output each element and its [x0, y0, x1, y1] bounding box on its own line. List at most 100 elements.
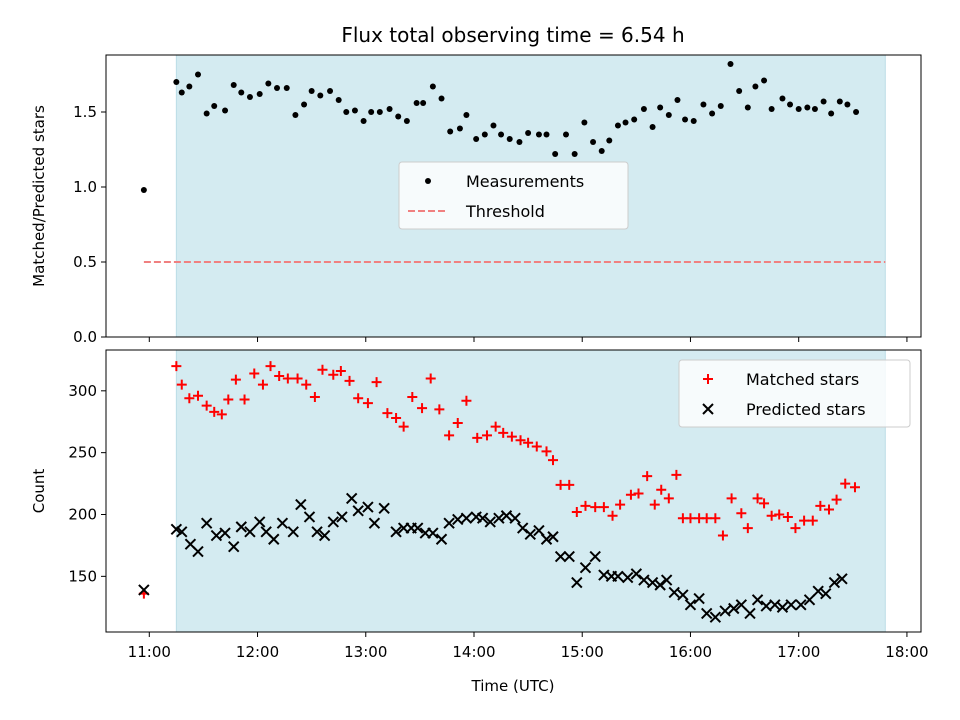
- x-axis-label: Time (UTC): [471, 677, 555, 695]
- data-point: [427, 527, 439, 539]
- data-point: [407, 392, 418, 402]
- data-point: [506, 431, 517, 442]
- data-point: [201, 400, 212, 411]
- data-point: [849, 482, 860, 493]
- x-tick-label: 17:00: [777, 643, 820, 661]
- data-point: [235, 521, 247, 533]
- data-point: [622, 119, 629, 126]
- data-point: [203, 110, 210, 117]
- data-point: [607, 510, 618, 521]
- data-point: [735, 599, 748, 611]
- legend-label: Matched stars: [746, 370, 859, 389]
- legend-marker-predicted: [702, 403, 714, 415]
- data-point: [301, 379, 312, 390]
- data-point: [176, 526, 188, 538]
- data-point: [413, 100, 420, 106]
- x-tick-label: 14:00: [452, 643, 495, 661]
- data-point: [853, 109, 860, 115]
- data-point: [516, 139, 523, 145]
- data-point: [612, 570, 624, 583]
- data-point: [554, 550, 567, 563]
- data-point: [840, 478, 851, 489]
- data-point: [472, 432, 483, 443]
- data-point: [368, 517, 381, 529]
- x-tick-label: 15:00: [561, 643, 604, 661]
- data-point: [452, 417, 463, 428]
- data-point: [484, 516, 496, 528]
- data-point: [590, 502, 601, 513]
- data-point: [649, 499, 660, 510]
- series-predicted-stars: [138, 492, 848, 623]
- data-point: [804, 104, 811, 111]
- data-point: [581, 119, 588, 126]
- data-point: [654, 579, 666, 591]
- data-point: [256, 91, 263, 97]
- data-point: [776, 601, 789, 613]
- data-point: [759, 498, 770, 509]
- data-point: [282, 373, 293, 384]
- data-point: [744, 104, 751, 111]
- data-point: [728, 602, 740, 615]
- data-point: [726, 493, 737, 504]
- data-point: [210, 529, 223, 542]
- data-point: [523, 437, 534, 448]
- data-point: [246, 94, 253, 100]
- data-point: [244, 526, 256, 538]
- data-point: [368, 109, 375, 115]
- data-point: [460, 512, 473, 524]
- data-point: [391, 413, 402, 424]
- data-point: [631, 116, 638, 123]
- y-tick-label: 1.5: [73, 103, 97, 121]
- data-point: [657, 104, 664, 111]
- data-point: [831, 494, 842, 505]
- data-point: [287, 526, 299, 538]
- data-point: [709, 611, 722, 623]
- data-point: [434, 404, 445, 415]
- axes-frame: [105, 54, 922, 338]
- x-tick-label: 13:00: [344, 643, 387, 661]
- data-point: [463, 112, 470, 118]
- x-tick-label: 11:00: [128, 643, 171, 661]
- data-point: [456, 125, 463, 132]
- data-point: [395, 113, 402, 120]
- data-point: [173, 79, 180, 85]
- legend-box: [398, 161, 629, 230]
- data-point: [660, 574, 673, 586]
- data-point: [580, 500, 591, 511]
- data-point: [515, 435, 526, 446]
- data-point: [382, 408, 393, 419]
- data-point: [649, 124, 656, 130]
- data-point: [768, 106, 775, 112]
- data-point: [571, 507, 582, 518]
- data-point: [223, 394, 234, 405]
- data-point: [769, 599, 781, 611]
- data-point: [799, 515, 810, 526]
- data-point: [200, 517, 213, 529]
- data-point: [476, 512, 489, 524]
- data-point: [598, 502, 609, 513]
- data-point: [665, 112, 672, 118]
- data-point: [186, 83, 193, 90]
- data-point: [766, 510, 777, 521]
- data-point: [362, 501, 374, 513]
- y-tick-label: 1.0: [73, 178, 97, 196]
- y-tick-label: 0.0: [73, 328, 97, 346]
- data-point: [774, 509, 785, 520]
- data-point: [435, 533, 448, 545]
- data-point: [500, 510, 513, 522]
- data-point: [308, 88, 315, 94]
- data-point: [606, 137, 613, 144]
- data-point: [230, 82, 237, 88]
- data-point: [684, 599, 697, 611]
- data-point: [295, 498, 307, 511]
- data-point: [219, 527, 231, 539]
- data-point: [752, 83, 759, 90]
- data-point: [376, 109, 383, 115]
- data-point: [563, 550, 575, 563]
- data-point: [194, 71, 201, 78]
- data-point: [642, 471, 653, 482]
- data-point: [317, 364, 328, 375]
- chart-title: Flux total observing time = 6.54 h: [341, 23, 684, 47]
- data-point: [674, 97, 681, 103]
- data-point: [481, 430, 492, 441]
